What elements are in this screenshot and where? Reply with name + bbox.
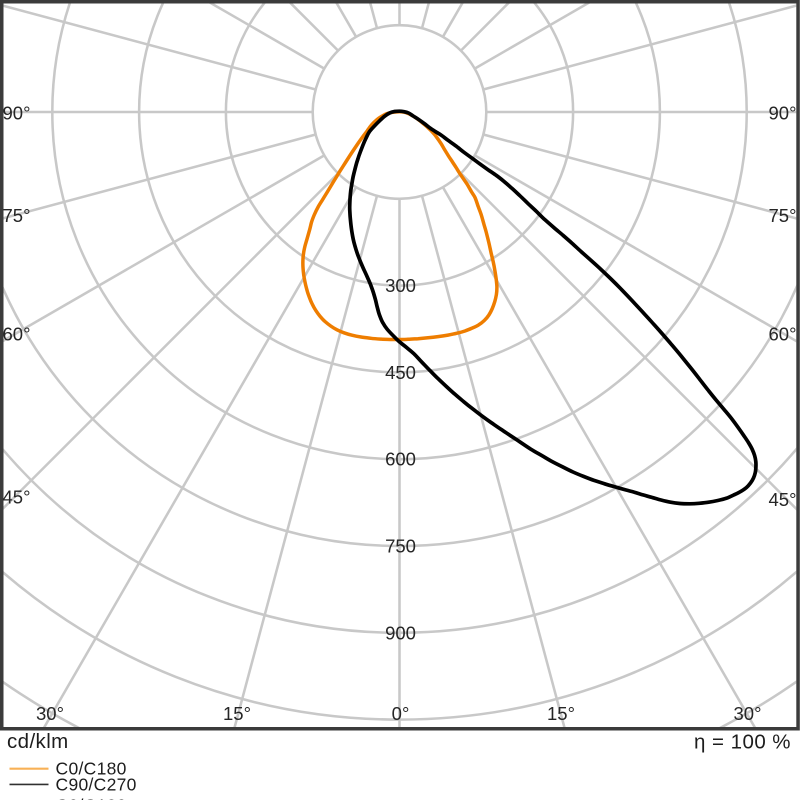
svg-text:45°: 45° bbox=[3, 487, 31, 508]
svg-text:60°: 60° bbox=[3, 324, 31, 345]
svg-text:15°: 15° bbox=[547, 703, 575, 724]
svg-text:90°: 90° bbox=[3, 103, 31, 124]
svg-text:C0/C180: C0/C180 bbox=[56, 759, 127, 779]
svg-text:900: 900 bbox=[385, 622, 416, 643]
svg-text:75°: 75° bbox=[3, 205, 31, 226]
svg-text:750: 750 bbox=[385, 536, 416, 557]
svg-text:45°: 45° bbox=[769, 489, 797, 510]
svg-text:90°: 90° bbox=[769, 103, 797, 124]
svg-text:η = 100 %: η = 100 % bbox=[694, 731, 791, 754]
svg-text:15°: 15° bbox=[223, 703, 251, 724]
svg-text:600: 600 bbox=[385, 449, 416, 470]
svg-text:30°: 30° bbox=[36, 703, 64, 724]
svg-text:75°: 75° bbox=[769, 205, 797, 226]
svg-text:300: 300 bbox=[385, 275, 416, 296]
svg-text:60°: 60° bbox=[769, 324, 797, 345]
svg-text:C90/C270: C90/C270 bbox=[56, 774, 137, 794]
svg-text:0°: 0° bbox=[392, 703, 410, 724]
svg-text:C0/C180: C0/C180 bbox=[56, 796, 127, 800]
svg-text:450: 450 bbox=[385, 362, 416, 383]
svg-text:cd/klm: cd/klm bbox=[7, 730, 69, 753]
svg-text:30°: 30° bbox=[734, 703, 762, 724]
